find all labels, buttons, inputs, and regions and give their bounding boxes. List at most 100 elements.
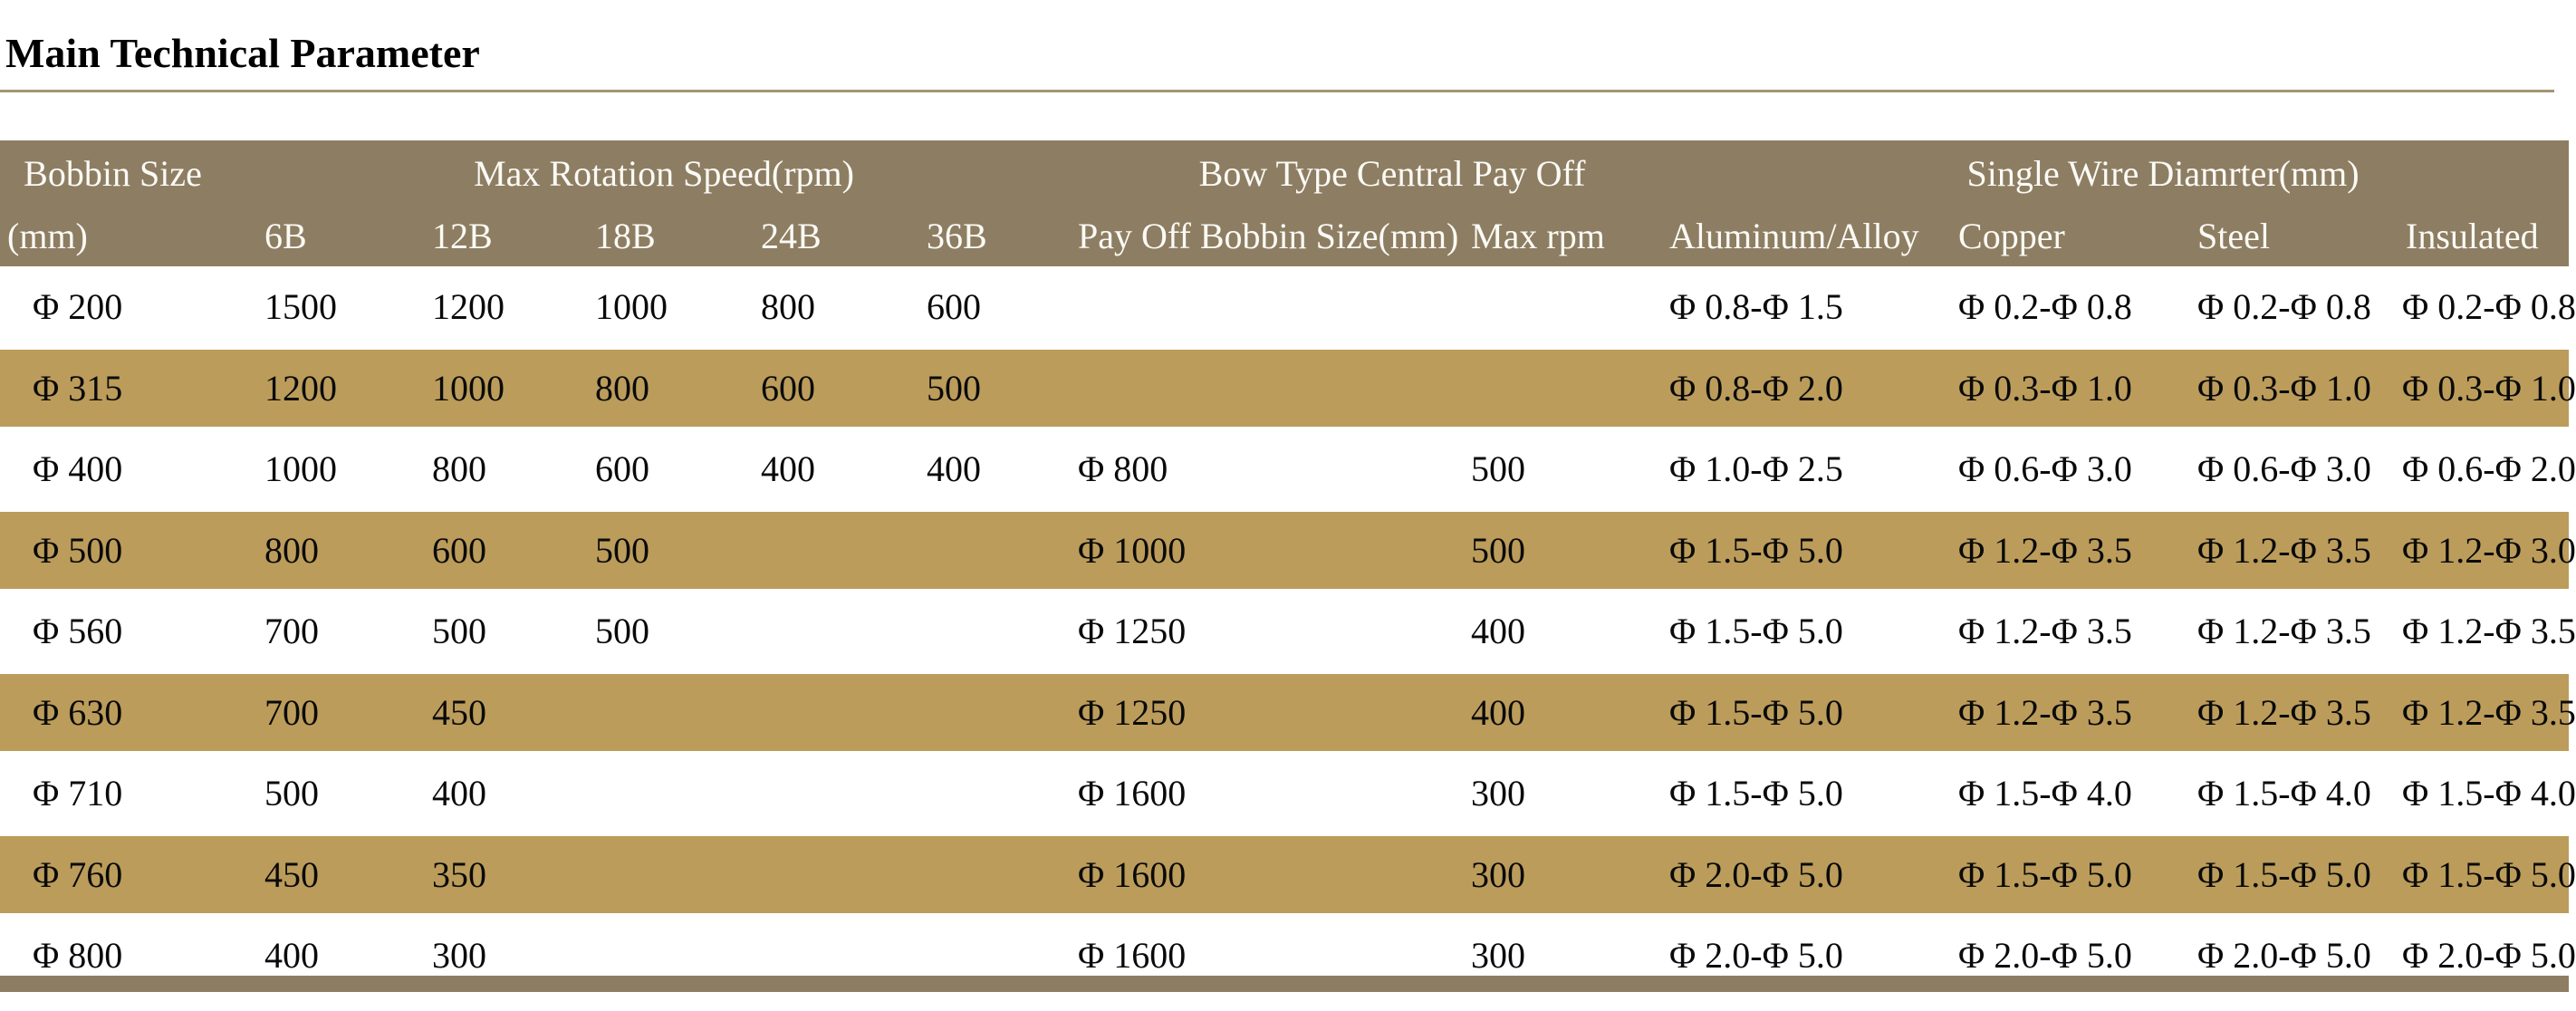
col-header-1: 6B (257, 206, 425, 266)
table-cell: 1500 (257, 266, 425, 348)
col-header-0: (mm) (0, 206, 257, 266)
col-header-9: Copper (1951, 206, 2191, 266)
table-cell: Φ 1.2-Φ 3.5 (1951, 591, 2191, 672)
table-row: Φ 630 700 450 Φ 1250 400 Φ 1.5-Φ 5.0 Φ 1.2-Φ 3… (0, 671, 2576, 753)
col-header-8: Aluminum/Alloy (1662, 206, 1952, 266)
group-header-row: Bobbin Size Max Rotation Speed(rpm) Bow Ty… (0, 140, 2570, 206)
table-cell: 1000 (425, 347, 588, 428)
table-cell (919, 591, 1072, 672)
table-cell: Φ 1.2-Φ 3.5 (1951, 509, 2191, 591)
table-cell: 500 (425, 591, 588, 672)
group-header-3: Single Wire Diamrter(mm) (1662, 140, 2570, 206)
table-cell: Φ 0.6-Φ 3.0 (1951, 428, 2191, 510)
table-cell: Φ 0.3-Φ 1.0 (1951, 347, 2191, 428)
table-cell: 1200 (425, 266, 588, 348)
table-cell (919, 833, 1072, 915)
table-cell: Φ 1600 (1071, 833, 1465, 915)
table-cell: Φ 1.5-Φ 4.0 (2190, 753, 2399, 834)
table-cell: Φ 1.2-Φ 3.5 (2190, 671, 2399, 753)
sub-header-row: (mm) 6B 12B 18B 24B 36B Pay Off Bobbin Size(mm… (0, 206, 2570, 266)
table-cell: Φ 0.2-Φ 0.8 (2398, 266, 2576, 348)
table-cell: 500 (1464, 428, 1663, 510)
table-cell: Φ 1.5-Φ 4.0 (2398, 753, 2576, 834)
table-cell: Φ 0.6-Φ 3.0 (2190, 428, 2399, 510)
table-row: Φ 760 450 350 Φ 1600 300 Φ 2.0-Φ 5.0 Φ 1.5-Φ 5… (0, 833, 2576, 915)
table-cell: 300 (1464, 753, 1663, 834)
table-cell: 400 (919, 428, 1072, 510)
table-cell: 1000 (257, 428, 425, 510)
table-cell (1071, 266, 1465, 348)
table-cell: Φ 1.5-Φ 5.0 (1662, 671, 1952, 753)
table-cell: 500 (588, 591, 754, 672)
bobbin-size-cell: Φ 400 (0, 428, 257, 510)
table-cell: 800 (425, 428, 588, 510)
col-header-6: Pay Off Bobbin Size(mm) (1071, 206, 1465, 266)
table-cell (919, 671, 1072, 753)
table-cell: Φ 1.2-Φ 3.5 (2398, 671, 2576, 753)
group-header-2: Bow Type Central Pay Off (1071, 140, 1663, 206)
table-cell: Φ 1.5-Φ 5.0 (1662, 753, 1952, 834)
table-cell (919, 753, 1072, 834)
table-cell (588, 753, 754, 834)
table-cell: 600 (588, 428, 754, 510)
table-cell (754, 509, 919, 591)
table-cell: Φ 1000 (1071, 509, 1465, 591)
table-cell: Φ 1.2-Φ 3.5 (2190, 509, 2399, 591)
table-cell: 500 (919, 347, 1072, 428)
table-cell: Φ 1.2-Φ 3.5 (2190, 591, 2399, 672)
group-header-0: Bobbin Size (0, 140, 257, 206)
table-row: Φ 400 1000 800 600 400 400 Φ 800 500 Φ 1.0-Φ 2.5… (0, 428, 2576, 510)
table-cell: 500 (257, 753, 425, 834)
title-divider (0, 90, 2554, 92)
table-body: Φ 200 1500 1200 1000 800 600 Φ 0.8-Φ 1.5 Φ 0.2-… (0, 266, 2576, 997)
table-cell: Φ 1250 (1071, 671, 1465, 753)
table-cell (919, 509, 1072, 591)
table-cell: Φ 1250 (1071, 591, 1465, 672)
table-cell: 400 (1464, 671, 1663, 753)
table-cell (588, 671, 754, 753)
table-cell (1071, 347, 1465, 428)
table-row: Φ 560 700 500 500 Φ 1250 400 Φ 1.5-Φ 5.0 Φ 1.2-… (0, 591, 2576, 672)
bobbin-size-cell: Φ 560 (0, 591, 257, 672)
table-cell: 350 (425, 833, 588, 915)
table-row: Φ 200 1500 1200 1000 800 600 Φ 0.8-Φ 1.5 Φ 0.2-… (0, 266, 2576, 348)
table-cell: Φ 0.2-Φ 0.8 (2190, 266, 2399, 348)
table-cell: Φ 0.3-Φ 1.0 (2398, 347, 2576, 428)
table-cell: 600 (425, 509, 588, 591)
table-cell (754, 753, 919, 834)
table-cell: Φ 1600 (1071, 753, 1465, 834)
table-row: Φ 710 500 400 Φ 1600 300 Φ 1.5-Φ 5.0 Φ 1.5-Φ 4… (0, 753, 2576, 834)
table-cell: 700 (257, 671, 425, 753)
table-row: Φ 500 800 600 500 Φ 1000 500 Φ 1.5-Φ 5.0 Φ 1.2-… (0, 509, 2576, 591)
table-cell: Φ 1.5-Φ 5.0 (1951, 833, 2191, 915)
table-cell: 400 (754, 428, 919, 510)
table-cell: Φ 0.6-Φ 2.0 (2398, 428, 2576, 510)
table-cell: 800 (588, 347, 754, 428)
table-cell: 800 (257, 509, 425, 591)
table-cell: Φ 1.0-Φ 2.5 (1662, 428, 1952, 510)
bobbin-size-cell: Φ 630 (0, 671, 257, 753)
group-header-1: Max Rotation Speed(rpm) (257, 140, 1072, 206)
table-cell: 1200 (257, 347, 425, 428)
page-title: Main Technical Parameter (5, 30, 480, 76)
table-cell: Φ 1.5-Φ 5.0 (2398, 833, 2576, 915)
table-footer-bar (0, 976, 2569, 992)
table-cell: Φ 1.5-Φ 5.0 (1662, 509, 1952, 591)
table-cell: 450 (425, 671, 588, 753)
table-cell: Φ 1.2-Φ 3.0 (2398, 509, 2576, 591)
table-cell: 400 (1464, 591, 1663, 672)
bobbin-size-cell: Φ 760 (0, 833, 257, 915)
table-cell: 450 (257, 833, 425, 915)
table-cell (754, 833, 919, 915)
col-header-10: Steel (2190, 206, 2399, 266)
table-cell: Φ 0.8-Φ 2.0 (1662, 347, 1952, 428)
table-cell: Φ 1.5-Φ 4.0 (1951, 753, 2191, 834)
col-header-3: 18B (588, 206, 754, 266)
col-header-5: 36B (919, 206, 1072, 266)
table-cell: Φ 2.0-Φ 5.0 (1662, 833, 1952, 915)
table-cell: Φ 1.5-Φ 5.0 (2190, 833, 2399, 915)
table-cell: 700 (257, 591, 425, 672)
table-cell: Φ 0.8-Φ 1.5 (1662, 266, 1952, 348)
table-cell: 600 (919, 266, 1072, 348)
